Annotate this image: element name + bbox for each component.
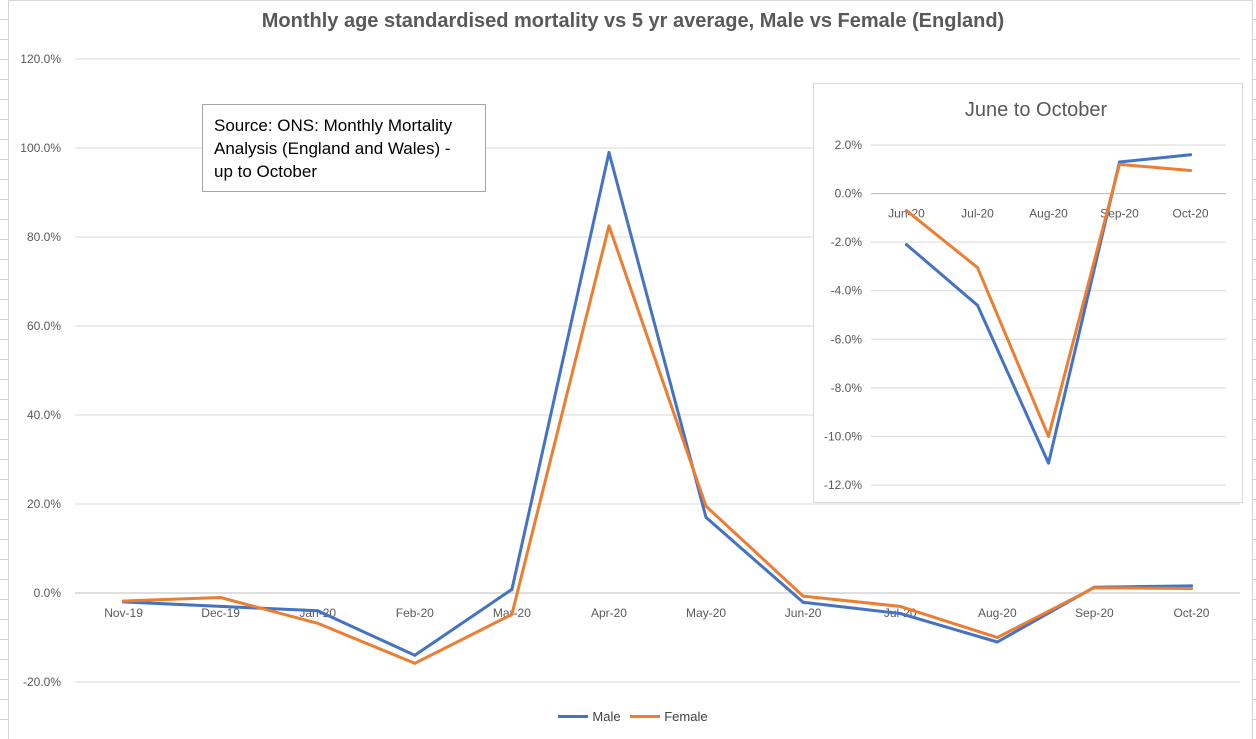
- data-point-female: [898, 604, 902, 608]
- data-point-female: [316, 621, 320, 625]
- x-tick-label: Aug-20: [978, 606, 1017, 620]
- legend-item-female: Female: [630, 709, 708, 724]
- inset-chart-panel[interactable]: -12.0% -10.0% -8.0% -6.0% -4.0% -2.0% 0.0% 2.0%…: [813, 83, 1243, 503]
- data-point-female: [1189, 169, 1192, 172]
- inset-line-chart: -12.0% -10.0% -8.0% -6.0% -4.0% -2.0% 0.0% 2.0%…: [824, 138, 1226, 492]
- y-tick-label: -12.0%: [824, 478, 862, 492]
- inset-chart-title: June to October: [964, 99, 1108, 121]
- data-point-female: [1092, 586, 1096, 590]
- x-tick-label: May-20: [686, 606, 726, 620]
- data-point-female: [219, 595, 223, 599]
- source-line-2: Analysis (England and Wales) -: [214, 139, 451, 158]
- y-tick-label: 0.0%: [34, 586, 62, 600]
- y-tick-label: -8.0%: [831, 381, 863, 395]
- data-point-male: [704, 515, 708, 519]
- data-point-male: [316, 609, 320, 613]
- x-tick-label: Jul-20: [961, 207, 994, 221]
- x-tick-label: Jun-20: [785, 606, 822, 620]
- data-point-female: [704, 504, 708, 508]
- x-tick-label: Sep-20: [1100, 207, 1139, 221]
- series-line-male: [122, 151, 1193, 657]
- legend-swatch-female: [630, 715, 661, 718]
- data-point-female: [1047, 434, 1050, 438]
- data-point-female: [122, 599, 126, 603]
- legend-item-male: Male: [558, 709, 621, 724]
- chart-title: Monthly age standardised mortality vs 5 …: [261, 10, 1005, 32]
- data-point-male: [898, 611, 902, 615]
- data-point-male: [413, 653, 417, 657]
- x-tick-label: Nov-19: [104, 606, 143, 620]
- y-tick-label: 2.0%: [835, 138, 863, 152]
- legend-label-male: Male: [592, 709, 621, 724]
- y-tick-label: 100.0%: [20, 141, 61, 155]
- data-point-female: [976, 266, 979, 270]
- data-point-female: [607, 224, 611, 228]
- data-point-female: [413, 661, 417, 665]
- y-tick-label: 120.0%: [20, 52, 61, 66]
- y-tick-label: -20.0%: [23, 675, 61, 689]
- data-point-male: [801, 600, 805, 604]
- series-line-male: [905, 153, 1192, 465]
- y-tick-label: -10.0%: [824, 429, 862, 443]
- y-tick-label: 60.0%: [27, 319, 61, 333]
- data-point-male: [510, 587, 514, 591]
- x-tick-label: Feb-20: [396, 606, 434, 620]
- x-tick-label: Dec-19: [201, 606, 240, 620]
- data-point-male: [995, 640, 999, 644]
- x-tick-label: Oct-20: [1172, 207, 1208, 221]
- x-tick-label: Jun-20: [888, 207, 925, 221]
- data-point-male: [219, 604, 223, 608]
- data-point-male: [1118, 160, 1121, 164]
- source-line-1: Source: ONS: Monthly Mortality: [214, 116, 453, 135]
- data-point-female: [995, 636, 999, 639]
- x-tick-label: Sep-20: [1075, 606, 1114, 620]
- spreadsheet-grid-left: [0, 0, 9, 739]
- data-point-male: [1047, 461, 1050, 465]
- data-point-male: [607, 150, 611, 154]
- data-point-female: [1118, 162, 1121, 166]
- data-point-female: [510, 612, 514, 616]
- y-tick-label: -6.0%: [831, 332, 863, 346]
- spreadsheet-grid-right: [1252, 0, 1256, 739]
- y-tick-label: 40.0%: [27, 408, 61, 422]
- y-tick-label: -2.0%: [831, 235, 863, 249]
- x-tick-label: Aug-20: [1029, 207, 1068, 221]
- x-tick-label: Oct-20: [1173, 606, 1209, 620]
- series-line-female: [122, 224, 1193, 665]
- legend-label-female: Female: [664, 709, 708, 724]
- data-point-female: [905, 209, 908, 213]
- y-tick-label: 0.0%: [835, 187, 863, 201]
- source-annotation-box[interactable]: Source: ONS: Monthly Mortality Analysis …: [202, 104, 486, 192]
- data-point-female: [1189, 587, 1193, 591]
- data-point-male: [905, 243, 908, 247]
- legend-swatch-male: [558, 715, 589, 718]
- sheet-top-border: [0, 0, 1256, 1]
- y-tick-label: 80.0%: [27, 230, 61, 244]
- data-point-female: [801, 594, 805, 598]
- data-point-male: [976, 303, 979, 307]
- chart-legend: Male Female: [0, 706, 1256, 724]
- source-line-3: up to October: [214, 162, 318, 181]
- series-line-female: [905, 162, 1192, 438]
- data-point-male: [1189, 584, 1193, 588]
- y-tick-label: -4.0%: [831, 284, 863, 298]
- x-tick-label: Apr-20: [591, 606, 627, 620]
- data-point-male: [1189, 153, 1192, 157]
- y-tick-label: 20.0%: [27, 497, 61, 511]
